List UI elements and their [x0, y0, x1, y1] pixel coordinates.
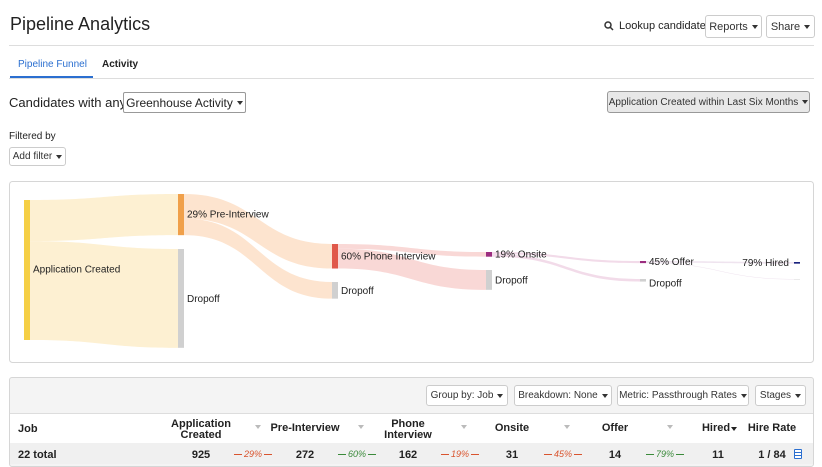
stage-label: 19% Onsite [495, 249, 547, 260]
stage-label: 79% Hired [742, 258, 789, 269]
toolbar-button[interactable]: Stages [755, 385, 806, 406]
sort-caret [731, 427, 737, 431]
sort-icon [667, 425, 673, 429]
stage-label: 45% Offer [649, 257, 695, 268]
toolbar-button[interactable]: Group by: Job [426, 385, 508, 406]
stage-count: 162 [399, 449, 417, 461]
toolbar-label: Stages [760, 390, 791, 401]
stage-label: Application Created [33, 265, 120, 276]
column-header: Onsite [467, 423, 557, 434]
pass-rate-value: 60% [348, 449, 366, 459]
pass-rate: 19% [439, 449, 481, 459]
dropoff-label: Dropoff [187, 294, 220, 305]
flow [30, 194, 178, 241]
column-header: Offer [570, 423, 660, 434]
column-header: Job [18, 423, 38, 435]
toolbar-button[interactable]: Breakdown: None [514, 385, 612, 406]
dropoff-node [486, 270, 492, 290]
dropoff-node [640, 279, 646, 282]
pass-rate-value: 79% [656, 449, 674, 459]
stage-count: 14 [609, 449, 621, 461]
dropoff-label: Dropoff [341, 286, 374, 297]
toolbar-button[interactable]: Metric: Passthrough Rates [617, 385, 749, 406]
stage-node [486, 252, 492, 257]
pass-rate: 29% [232, 449, 274, 459]
pass-rate-value: 19% [451, 449, 469, 459]
stage-node [640, 261, 646, 263]
dropoff-flow [30, 241, 178, 348]
column-header: Application Created [166, 419, 236, 441]
sort-icon [358, 425, 364, 429]
stage-count: 925 [192, 449, 210, 461]
hire-rate: 1 / 84 [758, 449, 786, 461]
toolbar-label: Metric: Passthrough Rates [619, 390, 737, 401]
stage-label: 29% Pre-Interview [187, 210, 269, 221]
stage-label: 60% Phone Interview [341, 251, 436, 262]
column-header: Hire Rate [727, 423, 817, 434]
sort-icon [255, 425, 261, 429]
pass-rate: 79% [644, 449, 686, 459]
calculator-icon[interactable] [794, 449, 802, 459]
stage-node [178, 194, 184, 235]
stage-count: 31 [506, 449, 518, 461]
dropoff-node [178, 249, 184, 348]
stage-node [24, 200, 30, 340]
dropoff-node [332, 282, 338, 299]
column-header: Pre-Interview [260, 423, 350, 434]
pass-rate: 45% [542, 449, 584, 459]
sort-icon [461, 425, 467, 429]
stage-node [332, 244, 338, 269]
dropoff-label: Dropoff [495, 276, 528, 287]
dropoff-label: Dropoff [649, 279, 682, 290]
stage-count: 272 [296, 449, 314, 461]
total-label: 22 total [18, 449, 57, 461]
pass-rate-value: 29% [244, 449, 262, 459]
pass-rate: 60% [336, 449, 378, 459]
toolbar-label: Breakdown: None [518, 390, 598, 401]
toolbar-label: Group by: Job [431, 390, 494, 401]
stage-node [794, 262, 800, 264]
pass-rate-value: 45% [554, 449, 572, 459]
column-header: Phone Interview [373, 419, 443, 441]
stage-count: 11 [712, 449, 724, 461]
funnel-chart: Application Created 29% Pre-Interview Drop… [0, 0, 822, 370]
sort-icon [564, 425, 570, 429]
